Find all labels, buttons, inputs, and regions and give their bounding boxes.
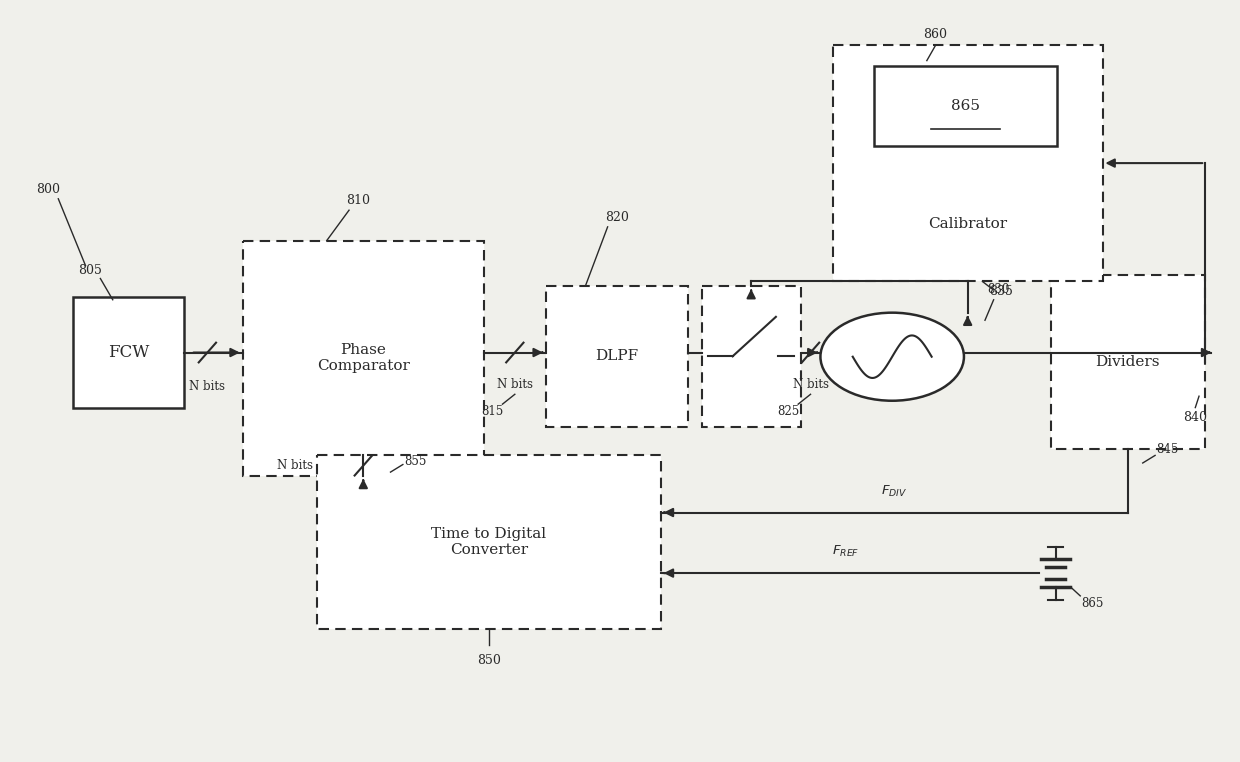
Text: Time to Digital
Converter: Time to Digital Converter bbox=[432, 527, 547, 557]
Text: $F_{DIV}$: $F_{DIV}$ bbox=[882, 484, 908, 499]
Text: 820: 820 bbox=[605, 211, 630, 224]
Text: FCW: FCW bbox=[108, 344, 150, 361]
Text: $F_{REF}$: $F_{REF}$ bbox=[832, 544, 859, 559]
Text: Calibrator: Calibrator bbox=[928, 217, 1007, 231]
Bar bbox=[1050, 275, 1205, 450]
Circle shape bbox=[821, 312, 963, 401]
Text: Dividers: Dividers bbox=[1096, 355, 1161, 369]
Text: 840: 840 bbox=[1183, 411, 1208, 424]
Bar bbox=[833, 46, 1102, 280]
Text: 800: 800 bbox=[36, 183, 61, 196]
Text: 810: 810 bbox=[346, 194, 370, 207]
Text: 845: 845 bbox=[1156, 443, 1179, 456]
Bar bbox=[546, 286, 688, 427]
Text: Phase
Comparator: Phase Comparator bbox=[317, 343, 409, 373]
Bar bbox=[702, 286, 801, 427]
Bar bbox=[243, 241, 484, 476]
Text: DLPF: DLPF bbox=[595, 349, 639, 363]
Text: 865: 865 bbox=[951, 99, 980, 113]
Text: 830: 830 bbox=[987, 283, 1009, 296]
Text: N bits: N bits bbox=[190, 380, 226, 393]
Text: 865: 865 bbox=[1081, 597, 1104, 610]
Text: 860: 860 bbox=[924, 28, 947, 41]
Bar bbox=[317, 456, 661, 629]
Text: 855: 855 bbox=[404, 455, 427, 468]
Bar bbox=[874, 66, 1056, 146]
Text: 805: 805 bbox=[78, 264, 103, 277]
Text: 825: 825 bbox=[777, 405, 800, 418]
Text: 815: 815 bbox=[481, 405, 503, 418]
Text: N bits: N bits bbox=[278, 459, 314, 472]
Text: 850: 850 bbox=[477, 654, 501, 667]
Text: N bits: N bits bbox=[497, 378, 533, 391]
Text: N bits: N bits bbox=[792, 378, 828, 391]
Text: 835: 835 bbox=[990, 285, 1013, 298]
Bar bbox=[73, 297, 185, 408]
